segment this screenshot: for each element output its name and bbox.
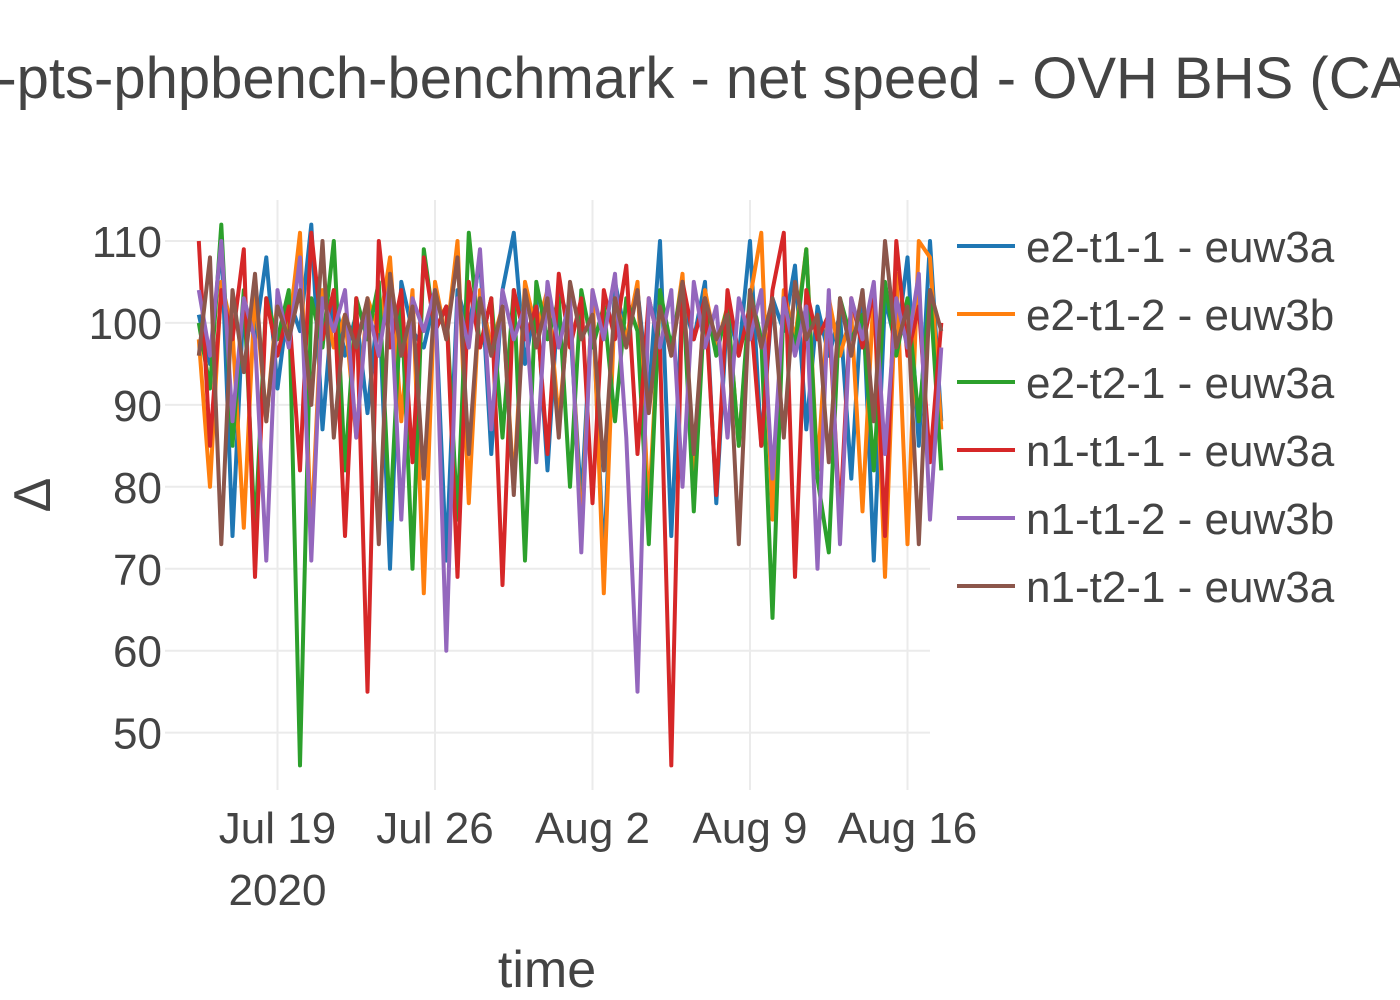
y-tick-label: 80	[113, 464, 162, 513]
y-axis-title: Δ	[4, 478, 62, 513]
x-tick-label: Aug 16	[838, 804, 977, 853]
x-axis-title: time	[498, 941, 596, 999]
legend-label: e2-t1-1 - euw3a	[1026, 223, 1335, 272]
legend-label: e2-t1-2 - euw3b	[1026, 291, 1334, 340]
x-tick-label: Aug 2	[535, 804, 650, 853]
x-tick-label: Jul 19	[219, 804, 336, 853]
legend-label: n1-t1-1 - euw3a	[1026, 427, 1335, 476]
x-tick-sublabel: 2020	[229, 866, 327, 915]
chart-title: phoronix-pts-phpbench-benchmark - net sp…	[0, 46, 1400, 111]
legend-label: e2-t2-1 - euw3a	[1026, 359, 1335, 408]
x-tick-label: Jul 26	[376, 804, 493, 853]
series-layer	[196, 222, 944, 768]
legend-label: n1-t1-2 - euw3b	[1026, 495, 1334, 544]
legend: e2-t1-1 - euw3a e2-t1-2 - euw3b e2-t2-1 - …	[957, 223, 1335, 612]
y-tick-label: 90	[113, 382, 162, 431]
y-tick-label: 60	[113, 628, 162, 677]
x-axis-ticks: Jul 19 2020 Jul 26 Aug 2 Aug 9 Aug 16	[219, 804, 977, 915]
y-tick-label: 100	[89, 300, 162, 349]
y-tick-label: 70	[113, 546, 162, 595]
y-axis-ticks: 50 60 70 80 90 100 110	[89, 218, 162, 759]
y-tick-label: 110	[92, 218, 162, 267]
x-tick-label: Aug 9	[693, 804, 808, 853]
series-line-6	[196, 239, 944, 547]
series-line-3	[196, 222, 944, 768]
y-tick-label: 50	[113, 710, 162, 759]
legend-label: n1-t2-1 - euw3a	[1026, 563, 1335, 612]
